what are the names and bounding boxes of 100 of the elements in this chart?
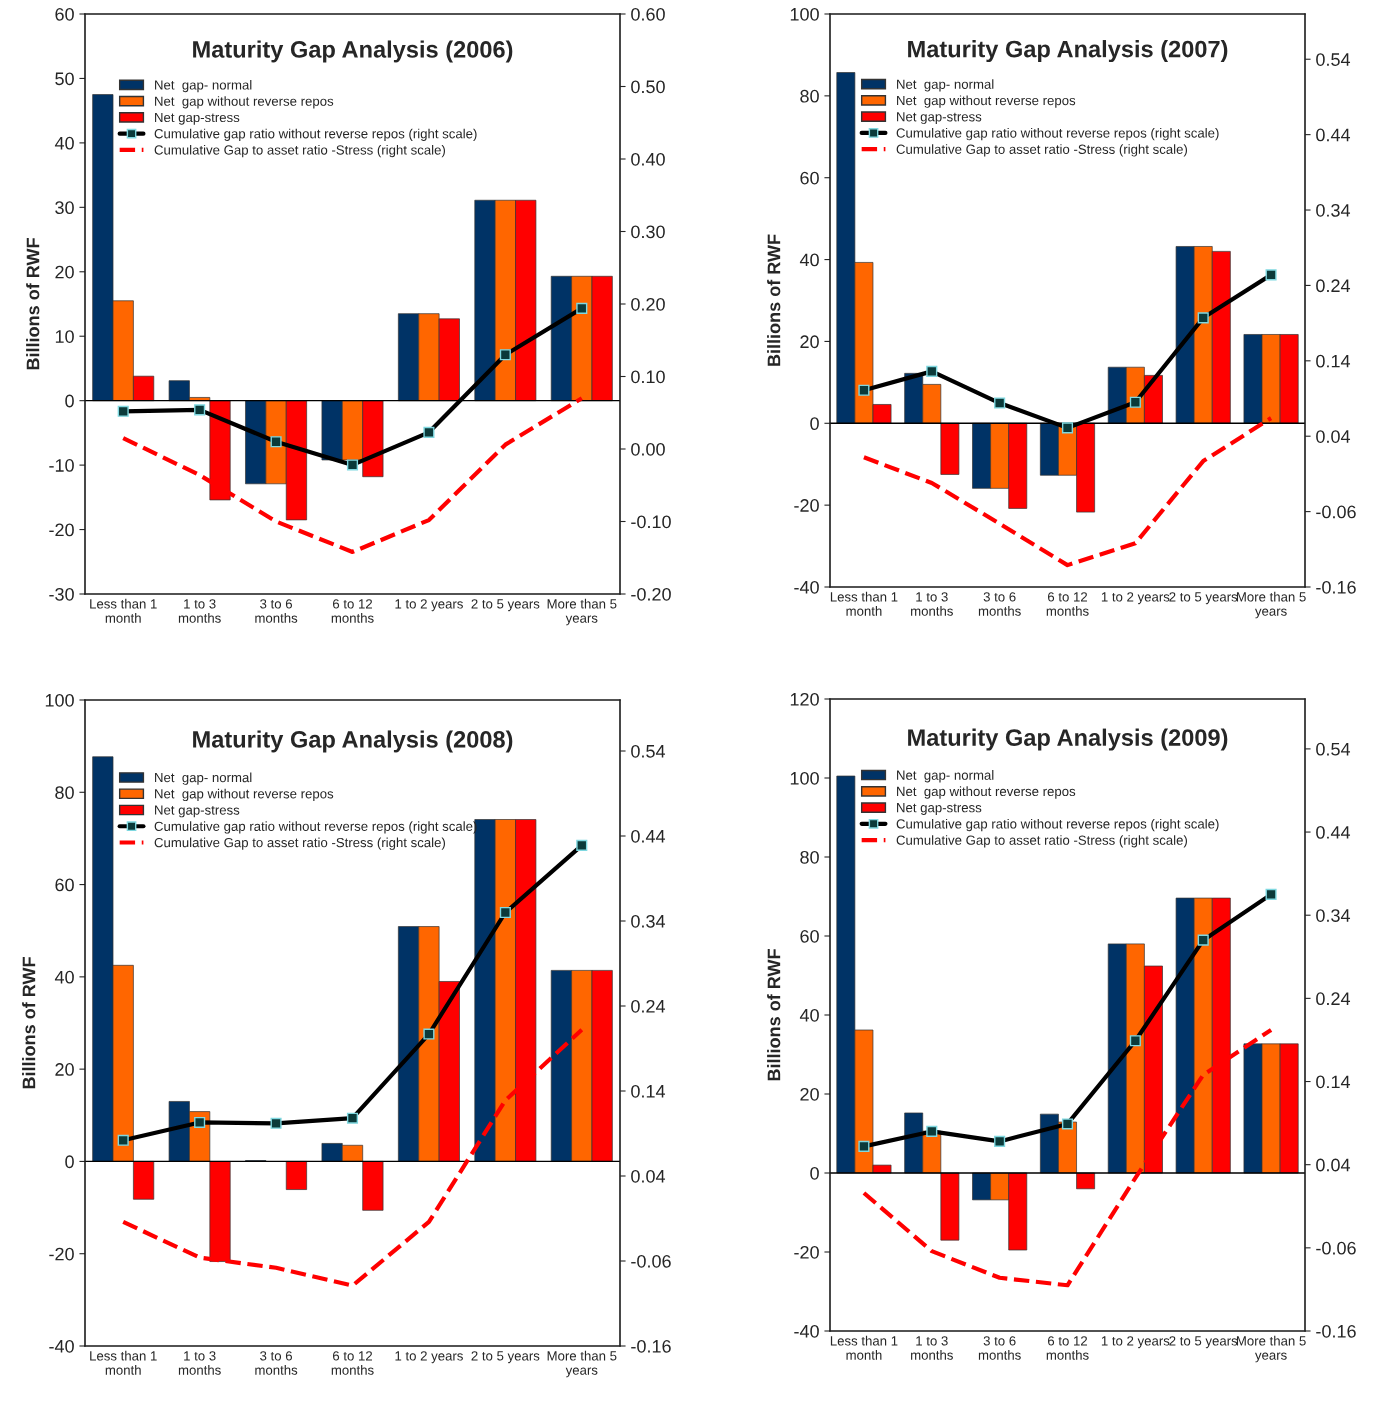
x-tick-label: More than 5 years xyxy=(1236,1335,1306,1363)
y2-tick-label: 0.04 xyxy=(1316,430,1351,443)
x-tick-label: 2 to 5 years xyxy=(1169,592,1238,605)
y2-tick-label: 0.10 xyxy=(631,370,665,384)
y-tick-label: 40 xyxy=(54,136,74,150)
y-tick-label: 20 xyxy=(55,265,74,279)
x-tick-label: 1 to 2 years xyxy=(1101,592,1170,605)
y-tick-label: 0 xyxy=(65,1155,74,1169)
x-tick-label: 2 to 5 years xyxy=(1169,1336,1238,1349)
legend-label: Net gap- normal xyxy=(897,770,994,783)
y2-tick-label: 0.50 xyxy=(631,80,665,94)
legend-label: Net gap-stress xyxy=(897,803,982,815)
y-tick-label: 100 xyxy=(790,7,819,21)
legend-label: Net gap-stress xyxy=(897,112,982,125)
legend-label: Net gap without reverse repos xyxy=(897,95,1076,108)
y2-tick-label: 0.44 xyxy=(631,829,666,843)
y2-tick-label: 0.14 xyxy=(1316,354,1351,368)
y-tick-label: 100 xyxy=(790,771,819,785)
x-tick-label: 1 to 2 years xyxy=(395,599,463,612)
x-tick-label: 6 to 12 months xyxy=(1046,592,1089,616)
x-tick-label: 3 to 6 months xyxy=(255,599,298,623)
y2-tick-label: -0.06 xyxy=(1316,505,1356,519)
line-series xyxy=(861,416,1274,568)
y-tick-label: -10 xyxy=(49,459,74,472)
y-tick-label: 80 xyxy=(800,89,819,103)
x-tick-label: 2 to 5 years xyxy=(471,1351,540,1364)
y2-tick-label: -0.06 xyxy=(1316,1241,1356,1255)
y-tick-label: -40 xyxy=(49,1339,74,1353)
y2-tick-label: 0.44 xyxy=(1316,128,1351,142)
y-tick-label: -20 xyxy=(794,499,819,512)
x-tick-label: 3 to 6 months xyxy=(978,1336,1021,1360)
y-tick-label: 80 xyxy=(55,786,74,800)
y2-tick-label: 0.54 xyxy=(1316,742,1351,756)
y-tick-label: -20 xyxy=(49,523,74,537)
y-tick-label: 0 xyxy=(810,417,819,431)
x-tick-label: 3 to 6 months xyxy=(978,592,1021,616)
y2-tick-label: 0.34 xyxy=(631,914,666,928)
x-tick-label: More than 5 years xyxy=(547,598,617,626)
y2-tick-label: -0.16 xyxy=(1316,1324,1356,1338)
y2-tick-label: 0.14 xyxy=(631,1084,666,1098)
x-tick-label: Less than 1 month xyxy=(830,1335,898,1360)
x-tick-label: 6 to 12 months xyxy=(331,1351,374,1375)
y-axis-title: Billions of RWF xyxy=(26,238,40,370)
legend-label: Cumulative gap ratio without reverse repos (right scale) xyxy=(896,127,1219,141)
y-tick-label: 0 xyxy=(810,1166,819,1180)
bar xyxy=(940,1172,960,1241)
y2-tick-label: 0.54 xyxy=(631,744,666,758)
text: Maturity Gap Analysis (2006) xyxy=(193,40,513,63)
legend-label: Cumulative Gap to asset ratio -Stress (right scale) xyxy=(896,144,1187,157)
y2-tick-label: -0.16 xyxy=(1316,580,1356,594)
legend-label: Net gap- normal xyxy=(155,772,252,785)
x-tick-label: 1 to 2 years xyxy=(395,1351,463,1364)
y2-tick-label: -0.06 xyxy=(631,1254,671,1268)
y-tick-label: 10 xyxy=(55,330,74,343)
legend-label: Net gap-stress xyxy=(155,805,240,818)
x-tick-label: 1 to 3 months xyxy=(911,1336,953,1360)
y2-tick-label: 0.04 xyxy=(1316,1158,1351,1172)
y2-tick-label: 0.44 xyxy=(1316,825,1351,839)
legend-label: Net gap without reverse repos xyxy=(155,96,334,109)
y-tick-label: -20 xyxy=(794,1245,819,1259)
y-tick-label: 80 xyxy=(800,850,819,864)
y2-tick-label: -0.10 xyxy=(631,515,671,529)
y2-tick-label: 0.30 xyxy=(631,225,665,239)
y2-tick-label: 0.34 xyxy=(1316,203,1351,217)
legend-label: Cumulative Gap to asset ratio -Stress (right scale) xyxy=(154,837,445,850)
legend-label: Cumulative gap ratio without reverse repos (right scale) xyxy=(154,128,477,141)
y-tick-label: 120 xyxy=(790,692,819,706)
x-tick-label: More than 5 years xyxy=(1236,591,1306,619)
legend-label: Net gap without reverse repos xyxy=(155,788,334,802)
legend-label: Net gap- normal xyxy=(897,79,994,92)
y-tick-label: -40 xyxy=(794,580,819,594)
x-tick-label: 1 to 3 months xyxy=(178,1351,221,1375)
bar xyxy=(1076,1172,1095,1190)
x-tick-label: Less than 1 month xyxy=(90,598,157,623)
y-tick-label: 60 xyxy=(55,878,74,892)
legend-label: Cumulative gap ratio without reverse repos (right scale) xyxy=(896,818,1219,832)
y-tick-label: 30 xyxy=(55,201,74,215)
line-series xyxy=(121,396,584,555)
legend-label: Cumulative Gap to asset ratio -Stress (right scale) xyxy=(896,835,1187,848)
x-tick-label: More than 5 years xyxy=(547,1350,617,1378)
text: Maturity Gap Analysis (2008) xyxy=(193,730,513,753)
y-tick-label: -20 xyxy=(49,1247,74,1261)
x-tick-label: 6 to 12 months xyxy=(331,599,374,623)
y-axis-title: Billions of RWF xyxy=(767,949,781,1081)
y-tick-label: 40 xyxy=(54,970,74,984)
y2-tick-label: -0.20 xyxy=(631,587,671,601)
y-tick-label: 60 xyxy=(800,171,819,185)
y-tick-label: 40 xyxy=(799,1008,819,1022)
x-tick-label: Less than 1 month xyxy=(90,1350,157,1375)
text: Maturity Gap Analysis (2009) xyxy=(908,728,1228,751)
y-tick-label: 0 xyxy=(65,394,74,408)
y-tick-label: 20 xyxy=(55,1063,74,1076)
y-tick-label: -30 xyxy=(49,587,74,601)
x-tick-label: 6 to 12 months xyxy=(1046,1336,1089,1360)
x-tick-label: 2 to 5 years xyxy=(471,599,540,612)
y2-tick-label: 0.04 xyxy=(631,1169,666,1183)
y2-tick-label: 0.60 xyxy=(631,7,665,21)
bar xyxy=(285,1161,307,1190)
y2-tick-label: -0.16 xyxy=(631,1339,671,1353)
y-tick-label: 60 xyxy=(800,929,819,943)
